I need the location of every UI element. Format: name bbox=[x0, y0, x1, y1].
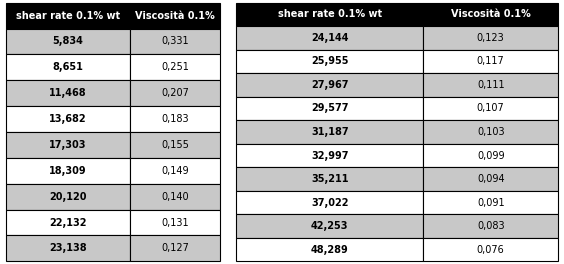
Bar bbox=[423, 238, 558, 261]
Text: 42,253: 42,253 bbox=[311, 221, 349, 231]
Bar bbox=[6, 184, 130, 210]
Text: 0,140: 0,140 bbox=[161, 192, 189, 202]
Bar bbox=[130, 106, 221, 132]
Bar bbox=[130, 54, 221, 80]
Bar bbox=[130, 158, 221, 184]
Text: Viscosità 0.1%: Viscosità 0.1% bbox=[135, 11, 215, 21]
Text: 17,303: 17,303 bbox=[49, 140, 87, 150]
Bar bbox=[236, 50, 423, 73]
Text: 27,967: 27,967 bbox=[311, 80, 349, 90]
Bar bbox=[236, 214, 423, 238]
Bar bbox=[423, 26, 558, 50]
Bar bbox=[130, 80, 221, 106]
Text: 0,099: 0,099 bbox=[477, 150, 505, 161]
Text: 25,955: 25,955 bbox=[311, 56, 349, 67]
Bar bbox=[130, 184, 221, 210]
Bar bbox=[236, 120, 423, 144]
Text: 23,138: 23,138 bbox=[49, 243, 87, 253]
Text: shear rate 0.1% wt: shear rate 0.1% wt bbox=[277, 10, 382, 19]
Bar bbox=[423, 50, 558, 73]
Text: 0,111: 0,111 bbox=[477, 80, 505, 90]
Bar bbox=[236, 144, 423, 167]
Bar bbox=[6, 3, 130, 29]
Text: 0,123: 0,123 bbox=[477, 33, 505, 43]
Text: 11,468: 11,468 bbox=[49, 88, 87, 98]
Text: 0,131: 0,131 bbox=[161, 218, 189, 228]
Bar bbox=[236, 73, 423, 97]
Text: 0,155: 0,155 bbox=[161, 140, 189, 150]
Bar bbox=[236, 167, 423, 191]
Bar bbox=[6, 235, 130, 261]
Bar bbox=[236, 238, 423, 261]
Bar bbox=[6, 80, 130, 106]
Text: 0,091: 0,091 bbox=[477, 197, 505, 208]
Bar bbox=[423, 191, 558, 214]
Text: shear rate 0.1% wt: shear rate 0.1% wt bbox=[16, 11, 120, 21]
Text: 0,103: 0,103 bbox=[477, 127, 505, 137]
Bar bbox=[6, 158, 130, 184]
Bar bbox=[130, 29, 221, 54]
Text: 13,682: 13,682 bbox=[49, 114, 87, 124]
Bar bbox=[6, 132, 130, 158]
Text: 0,251: 0,251 bbox=[161, 62, 189, 72]
Bar bbox=[236, 3, 423, 26]
Text: 37,022: 37,022 bbox=[311, 197, 349, 208]
Bar bbox=[130, 235, 221, 261]
Bar bbox=[423, 97, 558, 120]
Bar bbox=[6, 54, 130, 80]
Text: Viscosità 0.1%: Viscosità 0.1% bbox=[451, 10, 531, 19]
Bar bbox=[236, 26, 423, 50]
Text: 5,834: 5,834 bbox=[52, 36, 83, 46]
Text: 0,117: 0,117 bbox=[477, 56, 505, 67]
Text: 31,187: 31,187 bbox=[311, 127, 349, 137]
Bar bbox=[236, 97, 423, 120]
Bar bbox=[6, 106, 130, 132]
Text: 18,309: 18,309 bbox=[49, 166, 87, 176]
Text: 0,094: 0,094 bbox=[477, 174, 505, 184]
Bar bbox=[130, 3, 221, 29]
Bar bbox=[236, 191, 423, 214]
Bar bbox=[423, 144, 558, 167]
Text: 29,577: 29,577 bbox=[311, 103, 349, 114]
Bar bbox=[423, 3, 558, 26]
Text: 0,127: 0,127 bbox=[161, 243, 189, 253]
Bar bbox=[423, 120, 558, 144]
Bar bbox=[130, 132, 221, 158]
Bar bbox=[6, 210, 130, 235]
Text: 24,144: 24,144 bbox=[311, 33, 349, 43]
Text: 0,107: 0,107 bbox=[477, 103, 505, 114]
Text: 35,211: 35,211 bbox=[311, 174, 349, 184]
Text: 0,183: 0,183 bbox=[161, 114, 189, 124]
Text: 22,132: 22,132 bbox=[49, 218, 87, 228]
Bar bbox=[423, 214, 558, 238]
Bar bbox=[423, 73, 558, 97]
Text: 8,651: 8,651 bbox=[52, 62, 83, 72]
Text: 0,076: 0,076 bbox=[477, 245, 505, 254]
Text: 0,149: 0,149 bbox=[161, 166, 189, 176]
Text: 0,331: 0,331 bbox=[161, 36, 189, 46]
Text: 0,083: 0,083 bbox=[477, 221, 505, 231]
Text: 0,207: 0,207 bbox=[161, 88, 189, 98]
Text: 48,289: 48,289 bbox=[311, 245, 349, 254]
Text: 20,120: 20,120 bbox=[49, 192, 87, 202]
Bar bbox=[130, 210, 221, 235]
Text: 32,997: 32,997 bbox=[311, 150, 349, 161]
Bar bbox=[423, 167, 558, 191]
Bar bbox=[6, 29, 130, 54]
